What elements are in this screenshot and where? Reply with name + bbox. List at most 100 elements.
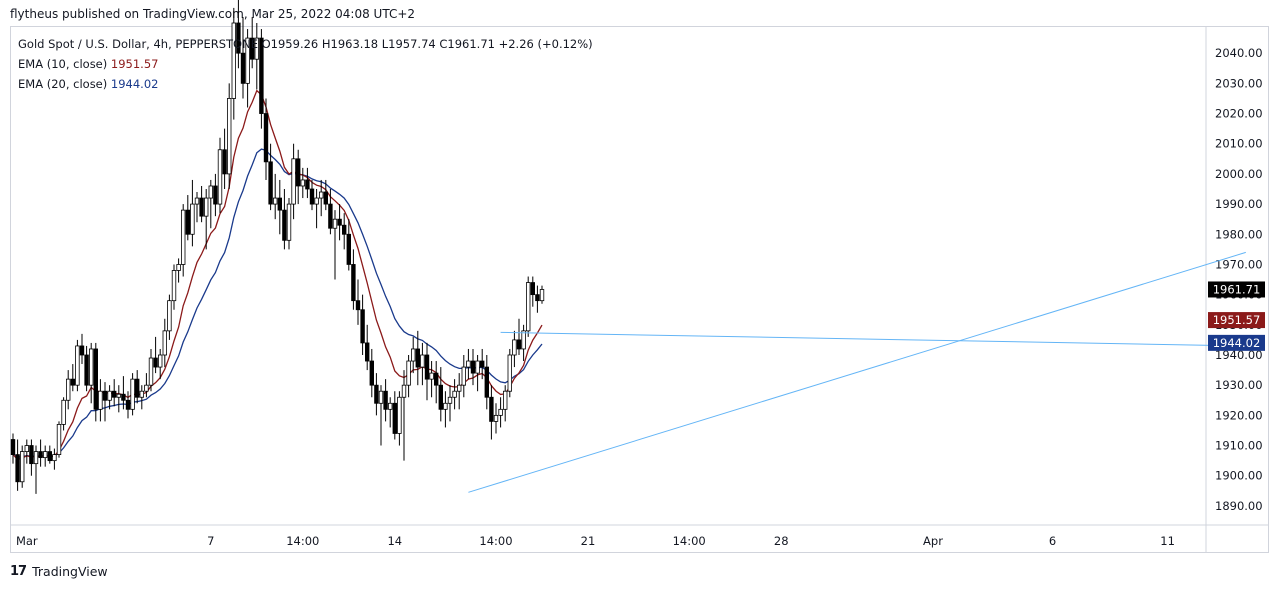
candle-body [231, 22, 236, 99]
candle-body [24, 445, 29, 452]
candle-body [539, 289, 545, 302]
candle-body [387, 402, 393, 410]
candle-body [47, 451, 52, 462]
candle-body [56, 424, 62, 456]
y-tick-label: 1970.00 [1215, 257, 1263, 271]
candle-body [378, 390, 384, 404]
candle-body [66, 378, 71, 401]
y-tick-label: 1900.00 [1215, 469, 1263, 483]
candle-body [498, 408, 503, 416]
x-tick-label: 14:00 [479, 534, 512, 548]
candle-body [493, 414, 499, 422]
candle-body [93, 348, 98, 410]
candle-body [75, 345, 80, 386]
candle-body [43, 451, 48, 459]
candle-body [369, 360, 374, 386]
publisher-info: flytheus published on TradingView.com, M… [10, 7, 416, 21]
candle-body [429, 372, 434, 380]
candle-body [249, 37, 255, 60]
candle-body [401, 384, 407, 398]
candle-body [263, 113, 269, 163]
candle-body [406, 360, 411, 386]
legend-ema20-label: EMA (20, close) [18, 77, 108, 91]
legend-symbol-row: Gold Spot / U.S. Dollar, 4h, PEPPERSTONE… [18, 34, 593, 54]
candle-body [295, 158, 301, 187]
y-tick-label: 2000.00 [1215, 167, 1263, 181]
candle-body [116, 393, 121, 398]
price-tag-bg [1208, 334, 1265, 351]
candle-body [466, 360, 471, 368]
candle-body [452, 390, 457, 398]
candle-body [535, 294, 540, 302]
candle-body [374, 384, 379, 404]
candle-body [245, 37, 250, 84]
candle-body [134, 378, 140, 398]
y-tick-label: 1940.00 [1215, 348, 1263, 362]
candle-body [420, 354, 425, 368]
x-tick-label: 28 [774, 534, 789, 548]
x-tick-label: Mar [16, 534, 38, 548]
candle-body [217, 149, 223, 205]
candle-body [475, 360, 480, 374]
candle-body [157, 354, 163, 368]
candle-body [112, 390, 117, 398]
candle-body [89, 348, 94, 386]
chart-frame[interactable] [10, 26, 1269, 553]
candle-body [222, 149, 227, 175]
candle-body [346, 233, 351, 265]
candle-body [300, 179, 305, 187]
candle-body [332, 218, 338, 229]
candle-body [360, 309, 365, 344]
candle-body [70, 378, 75, 386]
candle-body [318, 191, 324, 199]
legend-ohlc: O1959.26 H1963.18 L1957.74 C1961.71 +2.2… [261, 37, 593, 51]
y-tick-label: 1980.00 [1215, 227, 1263, 241]
legend-ema10-label: EMA (10, close) [18, 57, 108, 71]
legend-ema10-row: EMA (10, close) 1951.57 [18, 54, 593, 74]
candle-body [337, 218, 342, 226]
candle-body [272, 197, 278, 205]
candle-body [314, 197, 319, 205]
price-tag-label: 1961.71 [1213, 282, 1261, 296]
candle-body [397, 396, 402, 434]
candle-body [438, 384, 443, 410]
x-tick-label: 14 [387, 534, 402, 548]
candle-body [107, 390, 112, 401]
candle-body [19, 451, 25, 483]
candle-body [102, 390, 108, 401]
candle-body [383, 390, 388, 410]
candle-body [479, 360, 485, 368]
candle-body [38, 451, 43, 459]
candle-body [443, 402, 448, 410]
legend-ema20-value: 1944.02 [110, 77, 159, 91]
candle-body [180, 209, 186, 265]
candle-body [240, 52, 246, 84]
candle-body [489, 396, 494, 422]
candle-body [203, 197, 209, 217]
candle-body [259, 37, 264, 114]
candle-body [33, 451, 39, 465]
candle-body [194, 197, 200, 205]
footer-brand[interactable]: 17 TradingView [10, 564, 108, 579]
candle-body [190, 203, 195, 235]
candle-body [125, 399, 131, 410]
trendline [468, 251, 1246, 493]
y-tick-label: 2010.00 [1215, 137, 1263, 151]
y-tick-label: 1930.00 [1215, 378, 1263, 392]
candle-body [512, 339, 517, 356]
candle-body [516, 339, 522, 350]
x-tick-label: 11 [1160, 534, 1175, 548]
y-tick-label: 2040.00 [1215, 46, 1263, 60]
candle-body [530, 282, 535, 296]
candle-body [10, 439, 16, 456]
candle-body [521, 330, 526, 350]
candle-body [61, 399, 66, 425]
candle-body [148, 357, 154, 386]
x-tick-label: 6 [1049, 534, 1056, 548]
candle-body [502, 390, 508, 410]
candle-body [526, 282, 531, 332]
candle-body [79, 345, 85, 356]
candle-body [15, 454, 20, 483]
candle-body [410, 348, 416, 362]
